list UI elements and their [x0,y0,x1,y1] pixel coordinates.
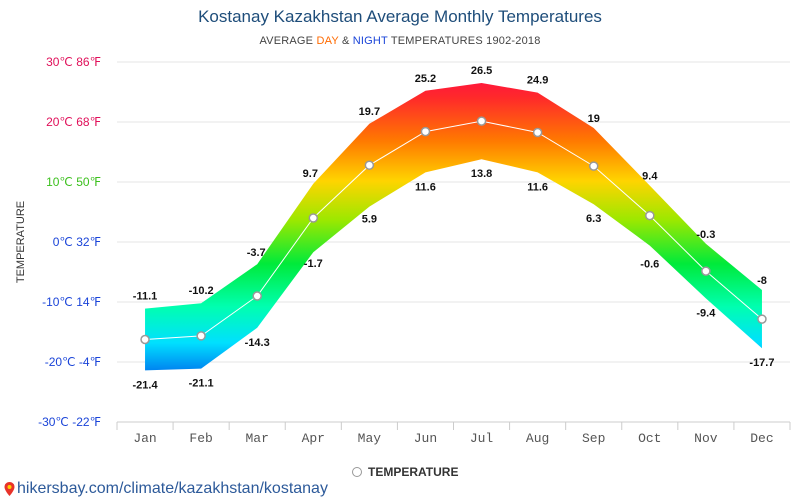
footer-link[interactable]: hikersbay.com/climate/kazakhstan/kostana… [4,480,328,498]
data-labels: -11.1 -10.2 -3.7 9.7 19.7 25.2 26.5 24.9 19 9.4 -0… [133,65,775,391]
average-line-path [145,120,763,340]
x-tick-label: Sep [582,431,605,446]
average-point[interactable] [645,210,655,221]
y-tick-label: -20℃ -4℉ [45,355,101,369]
x-axis: Jan Feb Mar Apr May Jun Jul Aug Sep Oct Nov Dec [116,422,791,446]
x-tick-label: Feb [189,431,212,446]
legend-label: TEMPERATURE [368,465,459,479]
x-tick-label: Apr [302,431,325,446]
night-value-label: -21.4 [133,379,159,391]
day-value-label: 19 [588,113,600,125]
day-value-label: 24.9 [527,75,548,87]
night-value-label: -14.3 [245,337,270,349]
x-tick-label: Nov [694,431,718,446]
x-tick-label: Jul [470,431,494,446]
average-point[interactable] [420,126,431,137]
y-tick-label: -10℃ 14℉ [42,295,101,309]
subtitle-prefix: AVERAGE [259,35,317,47]
night-value-label: 11.6 [527,181,548,193]
night-value-label: -0.6 [640,259,659,271]
x-tick-label: Dec [750,431,773,446]
chart-title: Kostanay Kazakhstan Average Monthly Temp… [198,7,602,26]
average-line [140,116,767,345]
x-tick-label: Jan [133,431,156,446]
y-tick-label: 30℃ 86℉ [46,55,101,69]
average-point[interactable] [196,331,206,341]
day-value-label: -11.1 [133,291,157,303]
day-value-label: -3.7 [247,247,266,259]
y-axis-label: TEMPERATURE [15,201,27,283]
night-value-label: 5.9 [362,214,377,226]
temperature-range-area [145,83,762,371]
subtitle-night: NIGHT [352,35,388,47]
average-point[interactable] [757,314,767,324]
average-point[interactable] [701,266,711,276]
legend[interactable]: TEMPERATURE [352,465,458,479]
average-point[interactable] [476,116,487,126]
night-value-label: 13.8 [471,168,492,180]
day-value-label: 25.2 [415,73,436,85]
night-value-label: -21.1 [189,378,214,390]
day-value-label: 9.7 [303,168,318,180]
night-value-label: -1.7 [304,258,323,270]
x-tick-label: Aug [526,431,549,446]
x-tick-label: May [358,431,382,446]
subtitle-suffix: TEMPERATURES 1902-2018 [387,35,541,47]
x-tick-label: Jun [414,431,437,446]
chart-subtitle: AVERAGE DAY & NIGHT TEMPERATURES 1902-20… [0,35,800,47]
subtitle-amp: & [338,35,353,47]
y-tick-label: 10℃ 50℉ [46,175,101,189]
subtitle-day: DAY [316,35,339,47]
y-tick-label: 20℃ 68℉ [46,115,101,129]
y-tick-label: 0℃ 32℉ [53,235,101,249]
y-axis: 30℃ 86℉ 20℃ 68℉ 10℃ 50℉ 0℃ 32℉ -10℃ 14℉ -20℃ … [38,55,101,429]
day-value-label: -8 [757,275,767,287]
day-value-label: 26.5 [471,65,492,77]
map-pin-icon [4,482,15,496]
night-value-label: 6.3 [586,213,601,225]
average-point[interactable] [252,291,262,301]
x-tick-label: Mar [246,431,269,446]
y-tick-label: -30℃ -22℉ [38,415,101,429]
day-value-label: 9.4 [642,171,658,183]
average-point[interactable] [140,334,150,345]
average-point[interactable] [364,160,375,170]
night-value-label: -17.7 [749,357,774,369]
night-value-label: 11.6 [415,181,436,193]
average-point[interactable] [588,161,599,171]
day-value-label: -10.2 [189,285,214,297]
temperature-band [145,83,762,371]
night-value-label: -9.4 [696,307,716,319]
legend-marker-icon [352,467,362,477]
footer-url: hikersbay.com/climate/kazakhstan/kostana… [17,480,328,497]
average-point[interactable] [532,127,543,138]
day-value-label: 19.7 [359,106,380,118]
average-point[interactable] [308,213,319,223]
day-value-label: -0.3 [696,229,715,241]
x-tick-label: Oct [638,431,661,446]
